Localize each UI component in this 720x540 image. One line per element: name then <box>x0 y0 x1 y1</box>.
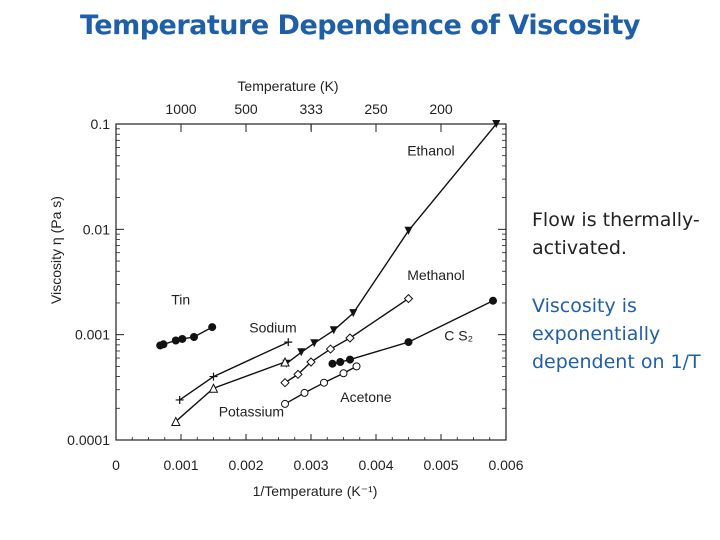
data-point-tin <box>208 323 217 332</box>
data-point-ethanol <box>404 226 413 235</box>
data-point-acetone <box>352 362 361 371</box>
data-point-tin <box>178 334 187 343</box>
note-exponential: Viscosity is exponentially dependent on … <box>532 295 701 373</box>
data-point-methanol <box>280 377 290 388</box>
series-label-tin: Tin <box>171 291 190 307</box>
data-point-ethanol <box>492 120 501 128</box>
data-point-c-s <box>328 359 337 368</box>
y-tick-label: 0.0001 <box>67 432 110 448</box>
top-axis-label: Temperature (K) <box>237 78 338 94</box>
x-tick-label: 0.005 <box>423 457 458 473</box>
top-tick-label: 200 <box>429 101 453 117</box>
y-axis-label: Viscosity η (Pa s) <box>48 196 64 304</box>
data-point-acetone <box>300 388 309 397</box>
axes: 0 0.001 0.002 0.003 0.004 0.005 0.006 0.0001 0.0… <box>67 101 524 473</box>
series-tin: Tin <box>156 291 217 350</box>
series-label-c-s: C S₂ <box>444 328 473 344</box>
data-point-ethanol <box>297 348 306 357</box>
data-point-ethanol <box>329 326 338 335</box>
data-point-ethanol <box>349 309 358 318</box>
data-point-sodium <box>284 338 293 347</box>
x-tick-label: 0 <box>112 457 120 473</box>
series-methanol: Methanol <box>280 267 465 388</box>
top-tick-label: 1000 <box>165 101 196 117</box>
data-point-c-s <box>336 358 345 367</box>
x-tick-label: 0.001 <box>163 457 198 473</box>
x-axis-label: 1/Temperature (K⁻¹) <box>253 483 378 499</box>
data-point-acetone <box>281 399 289 408</box>
data-point-tin <box>159 340 168 349</box>
series-acetone: Acetone <box>281 362 392 408</box>
series-line-tin <box>159 326 213 347</box>
x-tick-label: 0.003 <box>293 457 328 473</box>
top-tick-label: 500 <box>234 101 258 117</box>
series-line-sodium <box>179 341 289 401</box>
data-point-sodium <box>209 372 218 381</box>
series-label-sodium: Sodium <box>249 319 296 335</box>
y-tick-label: 0.1 <box>91 116 111 132</box>
data-point-acetone <box>320 378 328 387</box>
top-tick-label: 333 <box>300 101 324 117</box>
data-point-methanol <box>325 344 336 354</box>
data-point-potassium <box>208 383 219 393</box>
data-point-c-s <box>404 338 413 347</box>
data-point-c-s <box>346 355 354 364</box>
data-point-tin <box>171 336 180 345</box>
data-point-tin <box>190 333 198 342</box>
series-label-acetone: Acetone <box>340 389 392 405</box>
data-point-acetone <box>339 369 348 378</box>
note-thermally-activated: Flow is thermally-activated. <box>532 209 700 259</box>
data-point-c-s <box>489 296 497 305</box>
data-point-potassium <box>170 416 181 426</box>
data-point-potassium <box>280 356 290 367</box>
y-tick-label: 0.001 <box>75 327 110 343</box>
x-tick-label: 0.002 <box>228 457 263 473</box>
data-point-methanol <box>345 333 355 343</box>
series-layer: Ethanol Methanol C S₂ Acetone Sodium Potassiu… <box>156 120 501 426</box>
series-ethanol: Ethanol <box>282 120 501 368</box>
series-label-potassium: Potassium <box>219 403 284 419</box>
series-c-s: C S₂ <box>328 296 497 368</box>
x-tick-label: 0.004 <box>358 457 393 473</box>
series-potassium: Potassium <box>170 356 290 426</box>
data-point-methanol <box>293 369 303 380</box>
top-tick-label: 250 <box>364 101 388 117</box>
data-point-sodium <box>175 395 184 404</box>
data-point-methanol <box>403 293 414 304</box>
y-tick-label: 0.01 <box>83 221 110 237</box>
data-point-methanol <box>306 357 316 367</box>
slide-title: Temperature Dependence of Viscosity <box>79 10 641 41</box>
data-point-ethanol <box>310 339 319 348</box>
x-tick-label: 0.006 <box>488 457 523 473</box>
series-label-methanol: Methanol <box>407 267 465 283</box>
series-sodium: Sodium <box>175 319 297 404</box>
series-line-methanol <box>284 298 409 384</box>
series-label-ethanol: Ethanol <box>407 143 454 159</box>
